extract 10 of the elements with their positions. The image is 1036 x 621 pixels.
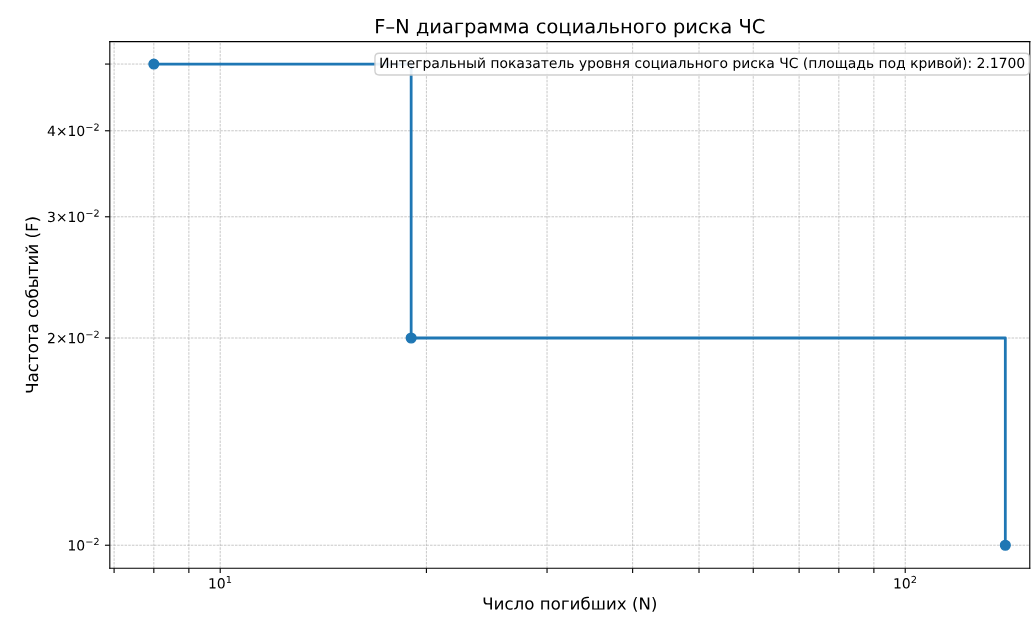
x-tick-label: 10$^{1}$ xyxy=(209,575,232,589)
y-axis-title: Частота событий (F) xyxy=(25,217,41,393)
y-tick-label: 2×10$^{−2}$ xyxy=(48,330,99,344)
x-axis-title: Число погибших (N) xyxy=(483,596,656,612)
y-tick-label: 3×10$^{−2}$ xyxy=(48,209,99,223)
chart-title: F–N диаграмма социального риска ЧС xyxy=(376,18,765,38)
x-tick-label: 10$^{2}$ xyxy=(894,575,917,589)
y-tick-label: 10$^{−2}$ xyxy=(68,537,99,551)
annotation: Интегральный показатель уровня социального риска ЧС (площадь под кривой): 2.1700 xyxy=(380,57,1025,71)
y-tick-label: 4×10$^{−2}$ xyxy=(47,123,99,137)
